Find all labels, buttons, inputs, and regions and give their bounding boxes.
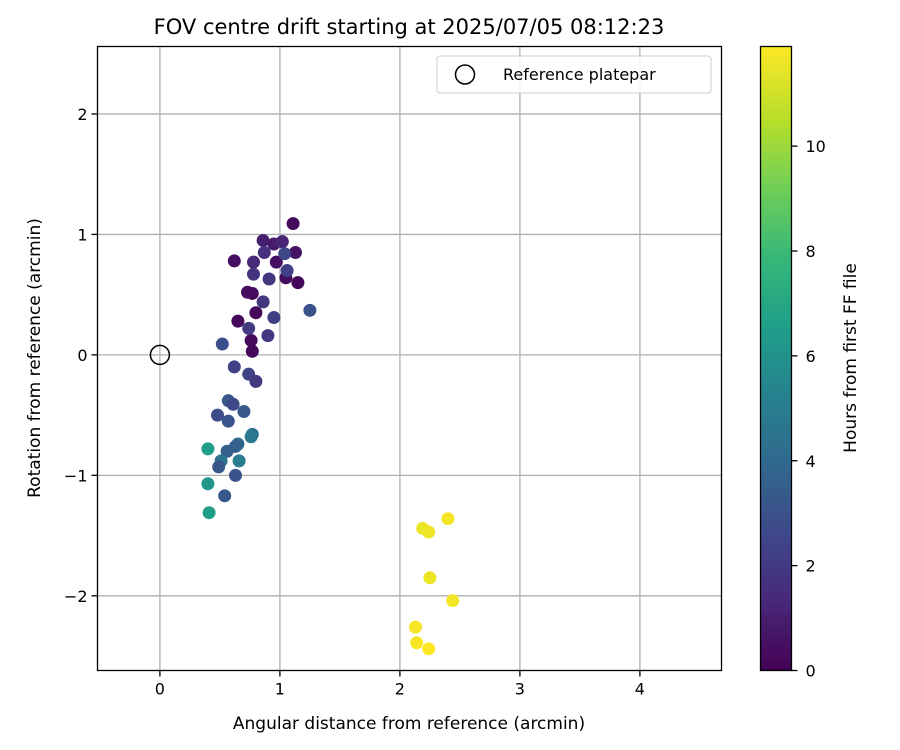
- data-point: [261, 329, 275, 343]
- y-tick-label: −2: [64, 587, 88, 606]
- reference-platepar-marker: [149, 344, 171, 366]
- data-point: [280, 264, 294, 278]
- colorbar-tick-label: 6: [806, 347, 816, 366]
- data-point: [256, 233, 270, 247]
- legend-entry-reference: Reference platepar: [503, 65, 656, 84]
- data-point: [244, 333, 258, 347]
- colorbar-gradient: [759, 45, 793, 672]
- data-point: [227, 360, 241, 374]
- colorbar: 0 2 4 6 8 10 Hours from first FF file: [759, 45, 861, 681]
- data-point: [201, 442, 215, 456]
- data-point: [211, 408, 224, 422]
- data-point: [291, 276, 305, 290]
- data-point: [275, 235, 289, 249]
- data-point: [446, 594, 460, 608]
- x-axis-label: Angular distance from reference (arcmin): [233, 714, 585, 734]
- data-point: [278, 247, 292, 261]
- data-point: [256, 295, 270, 309]
- data-point: [423, 571, 437, 585]
- data-point: [257, 245, 271, 259]
- legend-box: [436, 55, 712, 94]
- x-axis-ticks: 0 1 2 3 4: [155, 670, 645, 699]
- legend: Reference platepar: [436, 55, 712, 94]
- colorbar-tick-label: 2: [806, 557, 816, 576]
- data-point: [231, 314, 245, 328]
- data-point: [303, 303, 317, 317]
- data-point: [262, 272, 276, 286]
- data-point: [218, 489, 232, 503]
- colorbar-tick-label: 10: [806, 137, 826, 156]
- y-tick-label: 0: [77, 346, 87, 365]
- data-point: [249, 374, 263, 388]
- x-tick-label: 2: [395, 680, 405, 699]
- colorbar-ticks: 0 2 4 6 8 10: [791, 137, 826, 681]
- colorbar-tick-label: 8: [806, 242, 816, 261]
- x-tick-label: 3: [515, 680, 525, 699]
- data-point: [422, 642, 436, 656]
- data-point: [241, 285, 254, 299]
- x-tick-label: 4: [635, 680, 645, 699]
- data-point: [229, 468, 242, 482]
- data-point: [267, 311, 281, 325]
- data-point: [212, 460, 226, 474]
- chart-title: FOV centre drift starting at 2025/07/05 …: [154, 15, 665, 39]
- data-point: [237, 405, 251, 419]
- grid-lines: [97, 46, 722, 671]
- data-point: [226, 397, 240, 411]
- data-point: [202, 506, 216, 520]
- y-axis-label: Rotation from reference (arcmin): [25, 218, 45, 498]
- colorbar-label: Hours from first FF file: [841, 263, 861, 453]
- data-point: [409, 620, 422, 634]
- data-point: [269, 255, 283, 269]
- data-point: [232, 454, 246, 468]
- data-point: [247, 255, 260, 269]
- legend-reference-marker: [454, 64, 476, 85]
- data-point: [410, 636, 424, 650]
- data-point: [422, 525, 436, 539]
- reference-marker-layer: [149, 344, 171, 366]
- data-point: [286, 217, 300, 231]
- data-point: [249, 306, 263, 320]
- data-point: [201, 477, 215, 491]
- data-point: [227, 254, 241, 268]
- data-point: [245, 344, 259, 358]
- data-point: [247, 267, 260, 281]
- data-point: [244, 430, 258, 444]
- data-points: [201, 217, 460, 656]
- colorbar-tick-label: 0: [806, 662, 816, 681]
- data-point: [220, 444, 234, 458]
- x-tick-label: 0: [155, 680, 165, 699]
- data-point: [289, 245, 302, 259]
- colorbar-tick-label: 4: [806, 452, 816, 471]
- data-point: [221, 414, 235, 428]
- data-point: [215, 337, 229, 351]
- plot-frame: [96, 45, 723, 672]
- y-tick-label: 1: [77, 225, 87, 244]
- y-axis-ticks: −2 −1 0 1 2: [64, 105, 98, 606]
- x-tick-label: 1: [275, 680, 285, 699]
- y-tick-label: −1: [64, 466, 88, 485]
- data-point: [242, 321, 256, 335]
- data-point: [441, 512, 455, 526]
- y-tick-label: 2: [77, 105, 87, 124]
